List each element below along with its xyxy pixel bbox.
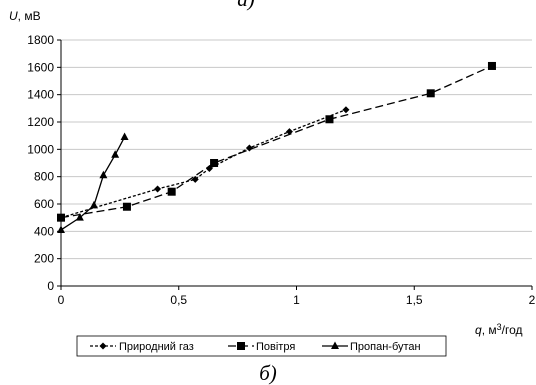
legend: Природний газ Повітря Пропан-бутан [76, 335, 447, 357]
x-axis-title: q, м3/год [475, 322, 522, 337]
x-axis-unit-sup: 3 [497, 322, 502, 332]
x-tick-label: 1 [293, 293, 300, 307]
y-axis-unit: , мВ [18, 9, 41, 23]
data-point [210, 159, 219, 167]
y-tick-label: 1800 [27, 33, 54, 47]
legend-item: Пропан-бутан [322, 341, 421, 353]
caption-top: а) [237, 0, 255, 11]
y-axis-title: U, мВ [9, 9, 41, 23]
y-tick-label: 1400 [27, 88, 54, 102]
data-point [426, 89, 435, 98]
y-tick-label: 600 [34, 197, 54, 211]
data-point [154, 185, 162, 193]
legend-marker [237, 342, 245, 350]
caption-bottom: б) [259, 361, 277, 385]
data-point [120, 132, 129, 141]
legend-box [76, 335, 447, 357]
x-axis-symbol: q [475, 323, 482, 337]
x-axis-unit-post: /год [502, 323, 523, 337]
legend-item: Природний газ [90, 341, 194, 353]
data-point [122, 202, 131, 211]
legend-item: Повітря [228, 341, 295, 353]
legend-marker [99, 342, 107, 350]
x-tick-label: 2 [529, 293, 536, 307]
x-tick-label: 1,5 [406, 293, 423, 307]
data-point [167, 187, 176, 196]
y-tick-label: 1600 [27, 60, 54, 74]
y-tick-label: 1000 [27, 142, 54, 156]
x-axis-unit: , м [482, 323, 497, 337]
x-tick-label: 0 [58, 293, 65, 307]
legend-marker [331, 341, 339, 349]
y-tick-label: 0 [47, 279, 54, 293]
y-tick-label: 200 [34, 252, 54, 266]
legend-label: Природний газ [119, 341, 194, 353]
y-tick-label: 1200 [27, 115, 54, 129]
data-point [487, 61, 496, 70]
data-point [342, 106, 350, 114]
x-tick-label: 0,5 [170, 293, 187, 307]
data-point [245, 144, 253, 152]
y-axis-symbol: U [9, 9, 18, 23]
legend-label: Пропан-бутан [350, 341, 421, 353]
data-point [57, 213, 65, 222]
series-square [57, 61, 496, 222]
data-point [325, 115, 334, 124]
axes [60, 40, 532, 287]
gridlines [61, 39, 532, 260]
data-point [89, 200, 98, 209]
series-triangle [57, 132, 129, 233]
data-point [57, 225, 65, 233]
y-tick-label: 800 [34, 170, 54, 184]
y-axis-ticks: 0 200 400 600 800 1000 1200 1400 1600 1800 [27, 33, 61, 293]
data-point [111, 150, 120, 158]
x-axis-ticks: 0 0,5 1 1,5 2 [58, 286, 536, 307]
data-point [99, 170, 108, 179]
series-diamond [57, 106, 350, 222]
series-line [60, 109, 347, 219]
legend-label: Повітря [256, 341, 295, 353]
y-tick-label: 400 [34, 224, 54, 238]
series-line [60, 65, 493, 219]
data-series [57, 61, 496, 233]
data-point [75, 213, 84, 221]
